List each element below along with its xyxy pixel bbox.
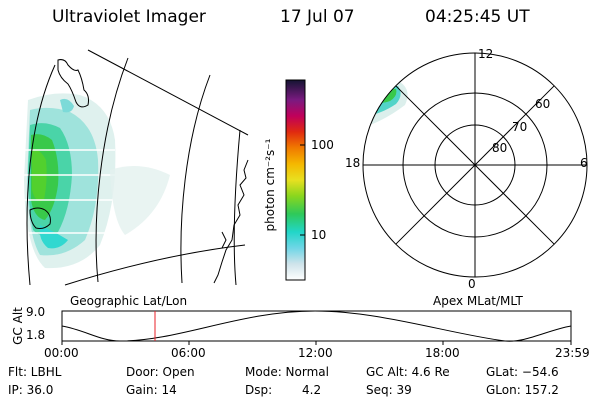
colorbar-label: photon cm⁻²s⁻¹ — [263, 138, 277, 232]
mlt-label-18: 18 — [345, 156, 361, 170]
glat-info: GLat: −54.6 — [486, 365, 559, 379]
geographic-map — [24, 49, 249, 286]
aurora-emission-polar — [363, 82, 408, 125]
time-tick-2359: 23:59 — [555, 346, 590, 360]
dsp-value: 4.2 — [302, 383, 322, 397]
time-tick-0000: 00:00 — [44, 346, 79, 360]
gain-info: Gain: 14 — [126, 383, 177, 397]
gc-alt-info: GC Alt: 4.6 Re — [366, 365, 450, 379]
altitude-ytick-top: 9.0 — [26, 305, 46, 319]
mlat-label-80: 80 — [492, 141, 508, 155]
glon-info: GLon: 157.2 — [486, 383, 559, 397]
app-title: Ultraviolet Imager — [52, 7, 206, 27]
mlt-label-6: 6 — [580, 156, 588, 170]
date-label: 17 Jul 07 — [280, 7, 355, 27]
time-tick-1200: 12:00 — [298, 346, 333, 360]
altitude-strip — [61, 310, 572, 345]
aurora-emission-geographic — [24, 93, 170, 269]
time-tick-0600: 06:00 — [171, 346, 206, 360]
altitude-ylabel: GC Alt — [11, 307, 25, 345]
door-info: Door: Open — [126, 365, 195, 379]
mlt-label-0: 0 — [468, 277, 476, 291]
colorbar — [285, 79, 306, 281]
apex-map-label: Apex MLat/MLT — [433, 294, 523, 308]
mlat-label-60: 60 — [535, 97, 551, 111]
altitude-ytick-bottom: 1.8 — [26, 328, 46, 342]
time-label: 04:25:45 UT — [425, 7, 530, 27]
geographic-map-label: Geographic Lat/Lon — [70, 294, 188, 308]
polar-plot — [362, 52, 588, 278]
colorbar-tick-100: 100 — [311, 138, 334, 152]
mlt-label-12: 12 — [478, 47, 494, 61]
time-tick-1800: 18:00 — [425, 346, 460, 360]
ip-info: IP: 36.0 — [8, 383, 54, 397]
mode-info: Mode: Normal — [245, 365, 329, 379]
dsp-label: Dsp: — [245, 383, 273, 397]
seq-info: Seq: 39 — [366, 383, 412, 397]
colorbar-tick-10: 10 — [311, 228, 327, 242]
filter-info: Flt: LBHL — [8, 365, 62, 379]
mlat-label-70: 70 — [512, 120, 528, 134]
